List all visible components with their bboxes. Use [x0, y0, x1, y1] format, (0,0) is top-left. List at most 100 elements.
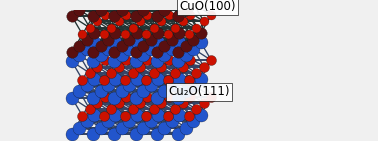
Point	[108, 108, 114, 111]
Point	[90, 15, 96, 17]
Point	[76, 45, 82, 47]
Point	[154, 133, 160, 135]
Point	[172, 108, 178, 111]
Point	[155, 32, 161, 34]
Point	[91, 114, 97, 116]
Point	[155, 41, 161, 43]
Point	[126, 84, 132, 86]
Point	[165, 33, 171, 35]
Point	[84, 84, 90, 86]
Point	[126, 120, 132, 122]
Point	[194, 108, 200, 111]
Point	[119, 45, 125, 47]
Point	[133, 51, 139, 54]
Point	[123, 95, 129, 98]
Point	[190, 38, 196, 41]
Point	[186, 115, 192, 117]
Point	[201, 66, 207, 68]
Point	[194, 27, 200, 29]
Point	[177, 41, 183, 43]
Point	[119, 126, 125, 129]
Point	[134, 32, 140, 34]
Point	[133, 133, 139, 135]
Point	[161, 54, 167, 56]
Point	[190, 84, 196, 86]
Point	[161, 90, 167, 92]
Point	[151, 27, 157, 29]
Point	[90, 97, 96, 99]
Point	[187, 14, 193, 16]
Point	[133, 15, 139, 17]
Point	[69, 97, 75, 99]
Point	[116, 102, 122, 104]
Point	[143, 33, 149, 35]
Point	[91, 77, 97, 80]
Point	[208, 14, 214, 16]
Point	[112, 41, 118, 43]
Point	[148, 48, 154, 50]
Point	[112, 15, 118, 17]
Point	[183, 126, 189, 129]
Point	[126, 38, 132, 41]
Point	[90, 60, 96, 63]
Point	[166, 59, 172, 61]
Point	[161, 126, 167, 129]
Point	[158, 20, 164, 23]
Point	[101, 78, 107, 81]
Point	[76, 9, 82, 11]
Point	[91, 32, 97, 34]
Point	[122, 115, 128, 117]
Point	[154, 15, 160, 17]
Point	[183, 45, 189, 47]
Point	[94, 102, 101, 104]
Point	[201, 102, 207, 104]
Point	[134, 41, 140, 43]
Point	[148, 2, 154, 5]
Point	[151, 108, 157, 111]
Point	[94, 20, 101, 23]
Point	[154, 51, 160, 54]
Point	[198, 114, 204, 116]
Point	[84, 120, 90, 122]
Point	[148, 120, 154, 122]
Point	[165, 115, 171, 117]
Point	[180, 20, 186, 23]
Point	[201, 20, 207, 23]
Point	[122, 78, 128, 81]
Point	[69, 60, 75, 63]
Point	[175, 60, 181, 63]
Point	[87, 27, 93, 29]
Point	[112, 133, 118, 135]
Point	[133, 97, 139, 99]
Point	[140, 9, 146, 11]
Point	[140, 45, 146, 47]
Point	[84, 2, 90, 5]
Point	[208, 95, 214, 98]
Point	[140, 54, 146, 56]
Point	[175, 51, 181, 54]
Point	[101, 115, 107, 117]
Point	[112, 51, 118, 54]
Point	[105, 84, 111, 86]
Point	[112, 97, 118, 99]
Point	[144, 59, 150, 61]
Point	[112, 32, 118, 34]
Point	[180, 66, 186, 68]
Point	[169, 38, 175, 41]
Point	[172, 72, 178, 74]
Point	[69, 15, 75, 17]
Point	[79, 115, 85, 117]
Point	[183, 90, 189, 92]
Point	[143, 78, 149, 81]
Point	[154, 60, 160, 63]
Point	[123, 14, 129, 16]
Point	[187, 95, 193, 98]
Text: Cu₂O(111): Cu₂O(111)	[168, 85, 230, 98]
Point	[112, 114, 118, 116]
Point	[98, 90, 104, 92]
Point	[134, 77, 140, 80]
Point	[119, 54, 125, 56]
Point	[108, 72, 114, 74]
Point	[98, 126, 104, 129]
Point	[79, 33, 85, 35]
